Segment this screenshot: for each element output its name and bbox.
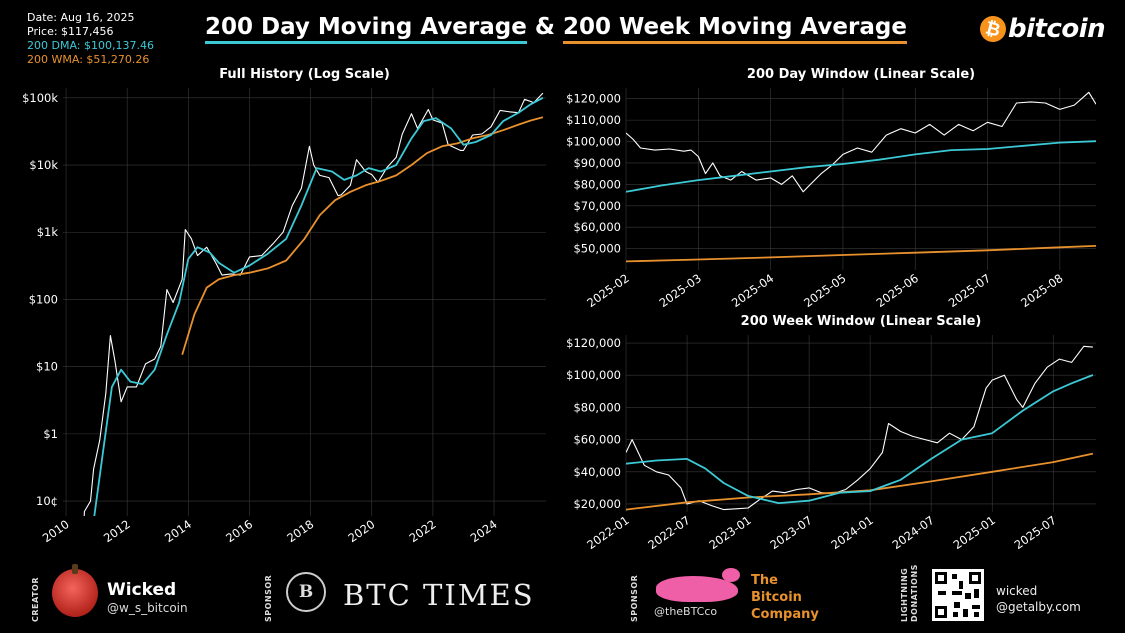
x-tick-label: 2024 <box>468 517 500 545</box>
chart-1: 200 Day Window (Linear Scale) $50,000 $60,… <box>566 67 1096 310</box>
sponsor2-line3: Company <box>751 607 819 622</box>
x-tick-label: 2020 <box>345 517 377 545</box>
chart-title: Full History (Log Scale) <box>219 67 390 82</box>
charts-canvas: Full History (Log Scale)0.1¢1¢10¢$1$10$1… <box>22 67 1096 552</box>
title-dma: 200 Day Moving Average <box>205 14 527 44</box>
btc-times-name: BTC TIMES <box>343 578 535 612</box>
y-tick-label: $1 <box>43 427 58 441</box>
x-tick-label: 2025-08 <box>1018 271 1065 310</box>
sponsor2-line2: Bitcoin <box>751 590 802 605</box>
stats-block: Date: Aug 16, 2025 Price: $117,456 200 D… <box>27 11 154 67</box>
lightning-label-2: DONATIONS <box>910 564 919 622</box>
ln-user-line2: @getalby.com <box>996 600 1081 614</box>
x-tick-label: 2010 <box>40 517 72 545</box>
title-wma: 200 Week Moving Average <box>562 14 907 44</box>
wma-text: 200 WMA: $51,270.26 <box>27 53 150 66</box>
series-price <box>83 92 544 516</box>
sponsor2-line1: The <box>751 573 778 588</box>
y-tick-label: $1k <box>37 225 59 239</box>
series-200-dma <box>626 140 1096 193</box>
series-price <box>626 91 1096 193</box>
y-tick-label: $80,000 <box>573 177 621 191</box>
x-tick-label: 2025-07 <box>1012 513 1059 552</box>
x-tick-label: 2024-07 <box>890 513 937 552</box>
x-tick-label: 2022 <box>407 517 439 545</box>
y-tick-label: $100k <box>22 91 58 105</box>
series-200-dma <box>93 97 544 516</box>
chart-2: 200 Week Window (Linear Scale) $20,000 $40… <box>566 314 1096 552</box>
sponsor2-name: The Bitcoin Company <box>751 572 819 623</box>
series-price <box>626 345 1093 511</box>
y-tick-label: $100 <box>29 292 58 306</box>
title-amp: & <box>534 14 555 40</box>
ln-user-line1: wicked <box>996 584 1038 598</box>
y-tick-label: $120,000 <box>566 336 621 350</box>
bitcoin-wordmark: bitcoin <box>1008 14 1106 44</box>
y-tick-label: $110,000 <box>566 113 621 127</box>
price-text: Price: $117,456 <box>27 25 114 38</box>
x-tick-label: 2025-06 <box>874 271 921 310</box>
x-tick-label: 2025-01 <box>951 513 998 552</box>
x-tick-label: 2024-01 <box>828 513 875 552</box>
x-tick-label: 2025-02 <box>584 271 631 310</box>
x-tick-label: 2016 <box>223 517 255 545</box>
creator-name: Wicked <box>107 580 177 600</box>
series-200-wma <box>626 245 1096 263</box>
series-200-wma <box>626 452 1094 511</box>
y-tick-label: $50,000 <box>573 242 621 256</box>
lightning-label-1: LIGHTNING <box>900 567 909 622</box>
page-title: 200 Day Moving Average & 200 Week Moving… <box>205 14 907 44</box>
sponsor1-label: SPONSOR <box>264 574 273 622</box>
x-tick-label: 2025-03 <box>657 271 704 310</box>
x-tick-label: 2022-07 <box>645 513 692 552</box>
honey-badger-icon <box>656 568 740 602</box>
btc-times-logo-icon: B <box>286 572 326 612</box>
y-tick-label: $60,000 <box>573 220 621 234</box>
y-tick-label: $10 <box>36 360 58 374</box>
x-tick-label: 2022-01 <box>584 513 631 552</box>
x-tick-label: 2012 <box>101 517 133 545</box>
y-tick-label: $70,000 <box>573 199 621 213</box>
creator-handle[interactable]: @w_s_bitcoin <box>107 601 188 615</box>
creator-avatar <box>52 564 98 617</box>
chart-title: 200 Week Window (Linear Scale) <box>741 314 982 329</box>
y-tick-label: $10k <box>29 158 58 172</box>
x-tick-label: 2023-07 <box>767 513 814 552</box>
dma-text: 200 DMA: $100,137.46 <box>27 39 154 52</box>
series-200-wma <box>181 116 544 356</box>
y-tick-label: $100,000 <box>566 368 621 382</box>
y-tick-label: $20,000 <box>573 497 621 511</box>
y-tick-label: $120,000 <box>566 92 621 106</box>
chart-title: 200 Day Window (Linear Scale) <box>747 67 975 82</box>
lightning-address[interactable]: wicked @getalby.com <box>996 583 1081 615</box>
y-tick-label: 10¢ <box>36 494 58 508</box>
x-tick-label: 2014 <box>162 517 194 545</box>
sponsor2-label: SPONSOR <box>630 574 639 622</box>
bitcoin-logo: ₿ bitcoin <box>977 13 1106 45</box>
y-tick-label: $80,000 <box>573 400 621 414</box>
x-tick-label: 2025-04 <box>729 271 776 310</box>
y-tick-label: $40,000 <box>573 465 621 479</box>
creator-label: CREATOR <box>31 577 40 622</box>
qr-code-icon[interactable] <box>932 569 984 621</box>
x-tick-label: 2023-01 <box>706 513 753 552</box>
chart-0: Full History (Log Scale)0.1¢1¢10¢$1$10$1… <box>22 67 546 545</box>
x-tick-label: 2025-05 <box>801 271 848 310</box>
date-text: Date: Aug 16, 2025 <box>27 11 135 24</box>
x-tick-label: 2025-07 <box>946 271 993 310</box>
x-tick-label: 2018 <box>284 517 316 545</box>
sponsor2-handle[interactable]: @theBTCco <box>654 605 718 618</box>
series-200-dma <box>626 374 1094 504</box>
y-tick-label: $100,000 <box>566 135 621 149</box>
y-tick-label: $90,000 <box>573 156 621 170</box>
y-tick-label: $60,000 <box>573 433 621 447</box>
